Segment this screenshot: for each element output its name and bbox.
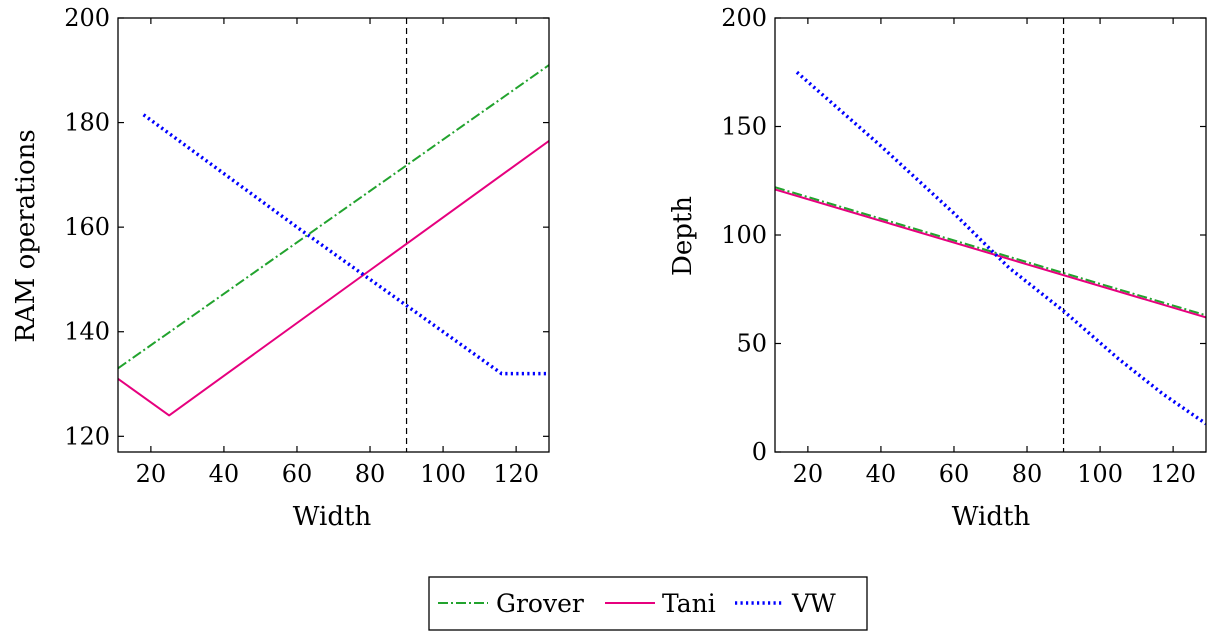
axis-frame: [117, 17, 550, 453]
x-tick-label: 40: [866, 460, 897, 488]
y-axis-title: Depth: [668, 196, 698, 276]
x-tick-label: 80: [1012, 460, 1043, 488]
plot-depth: Width Depth 20 40 60 80 100 120 0 50 100 150 200: [668, 4, 1207, 532]
y-axis-title: RAM operations: [11, 129, 41, 342]
x-tick-label: 20: [793, 460, 824, 488]
y-tick-label: 0: [752, 438, 767, 466]
y-tick-label: 200: [721, 4, 767, 32]
series-line-vw: [795, 70, 1206, 426]
y-tick-label: 140: [64, 318, 110, 346]
x-axis-title: Width: [293, 502, 372, 532]
y-tick-label: 50: [736, 330, 767, 358]
series-line-grover: [775, 186, 1206, 317]
x-tick-label: 40: [209, 460, 240, 488]
y-tick-label: 160: [64, 213, 110, 241]
legend-label-tani: Tani: [662, 589, 716, 618]
legend: Grover Tani VW: [428, 576, 868, 631]
series-line-tani: [775, 188, 1206, 319]
legend-label-grover: Grover: [496, 589, 584, 618]
y-tick-label: 120: [64, 422, 110, 450]
x-tick-label: 100: [1077, 460, 1123, 488]
x-tick-label: 20: [136, 460, 167, 488]
x-axis-title: Width: [952, 502, 1031, 532]
y-tick-label: 180: [64, 109, 110, 137]
x-tick-label: 120: [1150, 460, 1196, 488]
series-line-vw: [142, 113, 549, 376]
x-tick-label: 80: [355, 460, 386, 488]
legend-label-vw: VW: [791, 589, 836, 618]
y-tick-label: 200: [64, 4, 110, 32]
plot-ram-operations: Width RAM operations 20 40 60 80 100 120 120 14…: [11, 4, 550, 532]
y-tick-label: 100: [721, 221, 767, 249]
series-line-grover: [118, 64, 549, 370]
x-tick-label: 60: [282, 460, 313, 488]
y-tick-label: 150: [721, 113, 767, 141]
series-line-tani: [118, 140, 549, 417]
x-tick-label: 60: [939, 460, 970, 488]
x-tick-label: 120: [493, 460, 539, 488]
x-tick-label: 100: [420, 460, 466, 488]
